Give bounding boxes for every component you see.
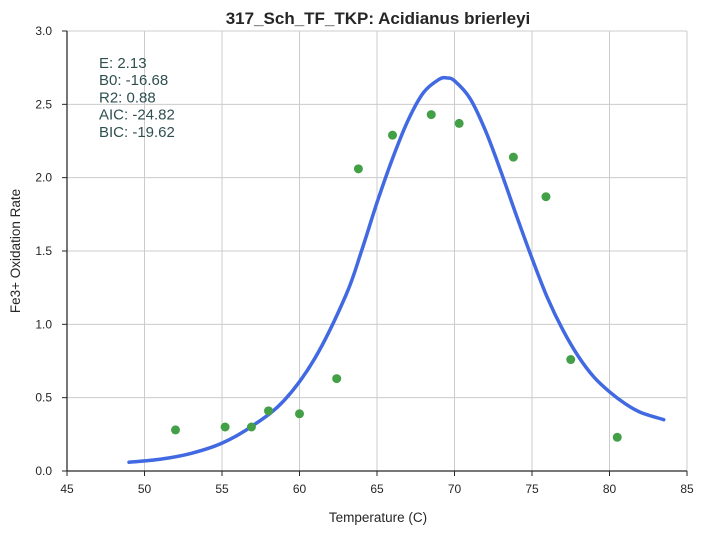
stat-line: E: 2.13 <box>99 55 147 72</box>
y-tick-label: 1.0 <box>35 317 52 331</box>
data-point <box>388 130 397 140</box>
x-tick-label: 65 <box>370 482 384 496</box>
fit-curve-layer <box>127 75 666 464</box>
data-point <box>612 432 622 442</box>
x-tick-label: 45 <box>60 482 74 496</box>
data-point <box>541 192 551 202</box>
stat-line: BIC: -19.62 <box>99 124 175 141</box>
y-tick-label: 0.0 <box>35 464 52 478</box>
axes <box>62 30 688 476</box>
data-point <box>566 355 576 365</box>
chart-title: 317_Sch_TF_TKP: Acidianus brierleyi <box>226 9 531 28</box>
stat-line: B0: -16.68 <box>99 72 168 89</box>
x-tick-label: 55 <box>215 482 229 496</box>
data-point <box>426 110 436 120</box>
x-tick-label: 80 <box>603 482 617 496</box>
y-tick-label: 0.5 <box>35 391 52 405</box>
fit-curve <box>127 75 666 464</box>
stat-line: R2: 0.88 <box>99 89 156 106</box>
data-point <box>454 118 464 128</box>
data-points <box>171 110 622 442</box>
x-tick-label: 75 <box>525 482 539 496</box>
x-tick-label: 60 <box>293 482 307 496</box>
x-axis-label: Temperature (C) <box>329 510 427 525</box>
y-tick-label: 1.5 <box>35 244 52 258</box>
data-point <box>295 409 304 419</box>
x-tick-label: 50 <box>138 482 152 496</box>
data-point <box>171 425 180 435</box>
data-point <box>246 422 256 432</box>
y-tick-label: 3.0 <box>35 24 52 38</box>
data-point <box>264 406 273 416</box>
grid <box>66 30 688 472</box>
stat-line: AIC: -24.82 <box>99 107 175 124</box>
y-tick-label: 2.5 <box>35 97 52 111</box>
x-tick-label: 85 <box>680 482 694 496</box>
data-point <box>353 164 363 174</box>
x-tick-label: 70 <box>448 482 462 496</box>
data-point <box>508 152 518 162</box>
data-point <box>220 422 230 432</box>
y-tick-label: 2.0 <box>35 171 52 185</box>
y-axis-label: Fe3+ Oxidation Rate <box>8 189 23 313</box>
data-point <box>332 374 342 384</box>
tick-labels: 45 50 55 60 65 70 75 80 85 0.0 0.5 1.0 1.5 2.0 2.5 3.0 <box>35 24 694 496</box>
